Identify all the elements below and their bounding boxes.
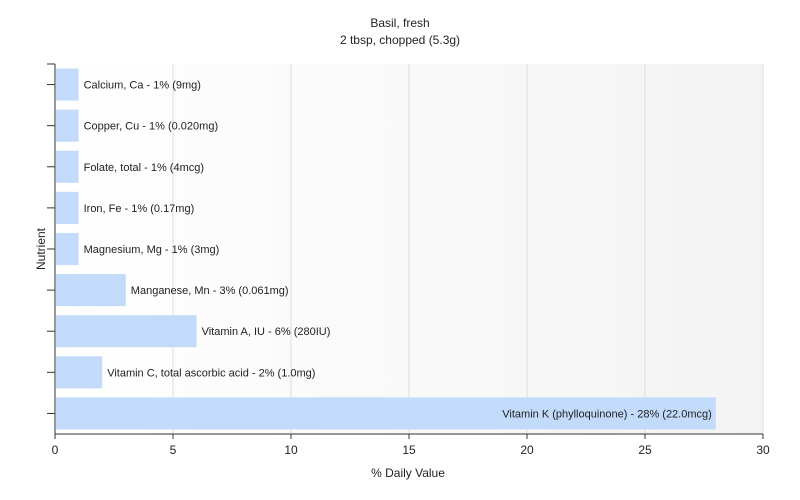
bar: [56, 315, 197, 348]
bar-label: Manganese, Mn - 3% (0.061mg): [131, 285, 289, 297]
bar-label: Vitamin A, IU - 6% (280IU): [202, 326, 331, 338]
bar: [56, 109, 79, 142]
bar-label: Vitamin K (phylloquinone) - 28% (22.0mcg…: [502, 408, 712, 420]
bar: [56, 274, 126, 307]
bar: [56, 68, 79, 101]
y-axis-label: Nutrient: [34, 227, 48, 270]
x-tick-label: 20: [520, 443, 534, 457]
bars: [56, 68, 716, 430]
bar: [56, 232, 79, 266]
gridlines: [172, 64, 764, 434]
chart-title: Basil, fresh: [370, 16, 429, 30]
x-tick-label: 30: [756, 443, 770, 457]
x-tick-label: 10: [284, 443, 298, 457]
bar: [56, 150, 79, 183]
x-tick-label: 25: [638, 443, 652, 457]
bar-label: Copper, Cu - 1% (0.020mg): [84, 121, 219, 133]
x-tick-label: 5: [170, 443, 177, 457]
bar-label: Folate, total - 1% (4mcg): [84, 162, 204, 174]
bar-label: Iron, Fe - 1% (0.17mg): [84, 203, 195, 215]
x-tick-label: 0: [52, 443, 59, 457]
bar: [56, 191, 79, 224]
x-tick-label: 15: [402, 443, 416, 457]
bar: [56, 397, 716, 430]
bar-label: Vitamin C, total ascorbic acid - 2% (1.0…: [107, 367, 315, 379]
bar: [56, 356, 103, 389]
chart-subtitle: 2 tbsp, chopped (5.3g): [340, 33, 460, 47]
bar-label: Magnesium, Mg - 1% (3mg): [84, 244, 220, 256]
bar-labels: Calcium, Ca - 1% (9mg) Copper, Cu - 1% (0…: [84, 80, 712, 421]
bar-label: Calcium, Ca - 1% (9mg): [84, 80, 201, 92]
axes: 0 5 10 15 20 25 30: [47, 63, 770, 457]
x-axis-label: % Daily Value: [371, 466, 445, 480]
